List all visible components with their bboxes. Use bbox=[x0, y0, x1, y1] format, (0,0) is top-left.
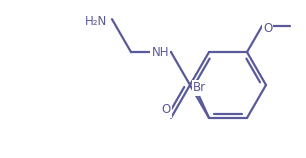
Text: O: O bbox=[161, 103, 171, 116]
Text: NH: NH bbox=[151, 46, 169, 59]
Text: O: O bbox=[263, 22, 272, 35]
Text: Br: Br bbox=[193, 81, 206, 94]
Text: H₂N: H₂N bbox=[85, 15, 107, 28]
